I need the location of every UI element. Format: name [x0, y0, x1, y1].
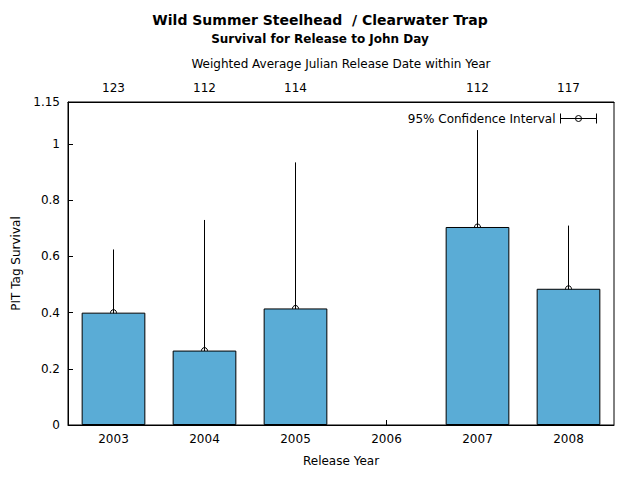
svg-text:2004: 2004 [189, 432, 220, 446]
svg-text:0.4: 0.4 [41, 306, 60, 320]
svg-text:2003: 2003 [98, 432, 129, 446]
svg-text:Survival for Release to John D: Survival for Release to John Day [211, 32, 429, 46]
svg-text:2005: 2005 [280, 432, 311, 446]
svg-text:2006: 2006 [371, 432, 402, 446]
svg-text:0.8: 0.8 [41, 193, 60, 207]
svg-text:2007: 2007 [462, 432, 493, 446]
svg-text:0.2: 0.2 [41, 362, 60, 376]
svg-text:0: 0 [52, 418, 60, 432]
svg-text:112: 112 [466, 81, 489, 95]
svg-text:PIT Tag Survival: PIT Tag Survival [9, 216, 23, 310]
svg-text:117: 117 [557, 81, 580, 95]
svg-text:1.15: 1.15 [33, 95, 60, 109]
svg-text:114: 114 [284, 81, 307, 95]
svg-text:95% Confidence Interval: 95% Confidence Interval [408, 112, 556, 126]
svg-text:Wild Summer Steelhead / Clear: Wild Summer Steelhead / Clearwater Trap [152, 12, 487, 28]
svg-text:1: 1 [52, 137, 60, 151]
svg-text:0.6: 0.6 [41, 249, 60, 263]
svg-text:123: 123 [102, 81, 125, 95]
svg-text:2008: 2008 [553, 432, 584, 446]
svg-text:Release Year: Release Year [303, 454, 379, 468]
svg-text:112: 112 [193, 81, 216, 95]
svg-text:Weighted Average Julian Releas: Weighted Average Julian Release Date wit… [191, 57, 490, 71]
